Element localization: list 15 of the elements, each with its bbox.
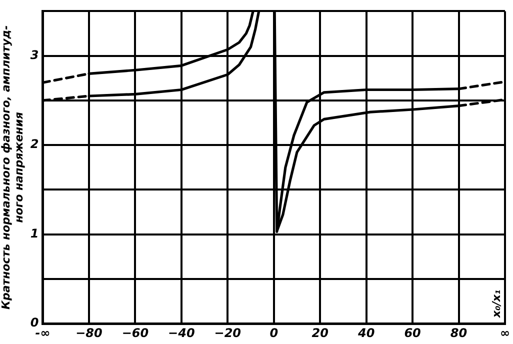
x-tick-label: 80 [450,326,468,340]
x-tick-label: 40 [356,326,375,340]
x-tick-label: 20 [312,326,328,340]
x-tick-label: 0 [270,326,278,340]
y-tick-label: 2 [30,137,39,152]
annotation: x₀/x₁ [490,290,503,319]
x-tick-label: ∞ [500,326,510,340]
y-tick-label: 1 [30,226,39,240]
y-tick-label: 3 [30,48,39,62]
x-tick-label: −20 [214,326,242,340]
x-tick-label: −80 [76,326,102,340]
x-tick-label: −60 [122,326,149,340]
x-tick-label: 60 [404,326,421,340]
x-tick-label: −40 [168,326,195,340]
y-axis-title: Кратность нормального фазного, амплитуд- ного напряжения [0,25,26,310]
